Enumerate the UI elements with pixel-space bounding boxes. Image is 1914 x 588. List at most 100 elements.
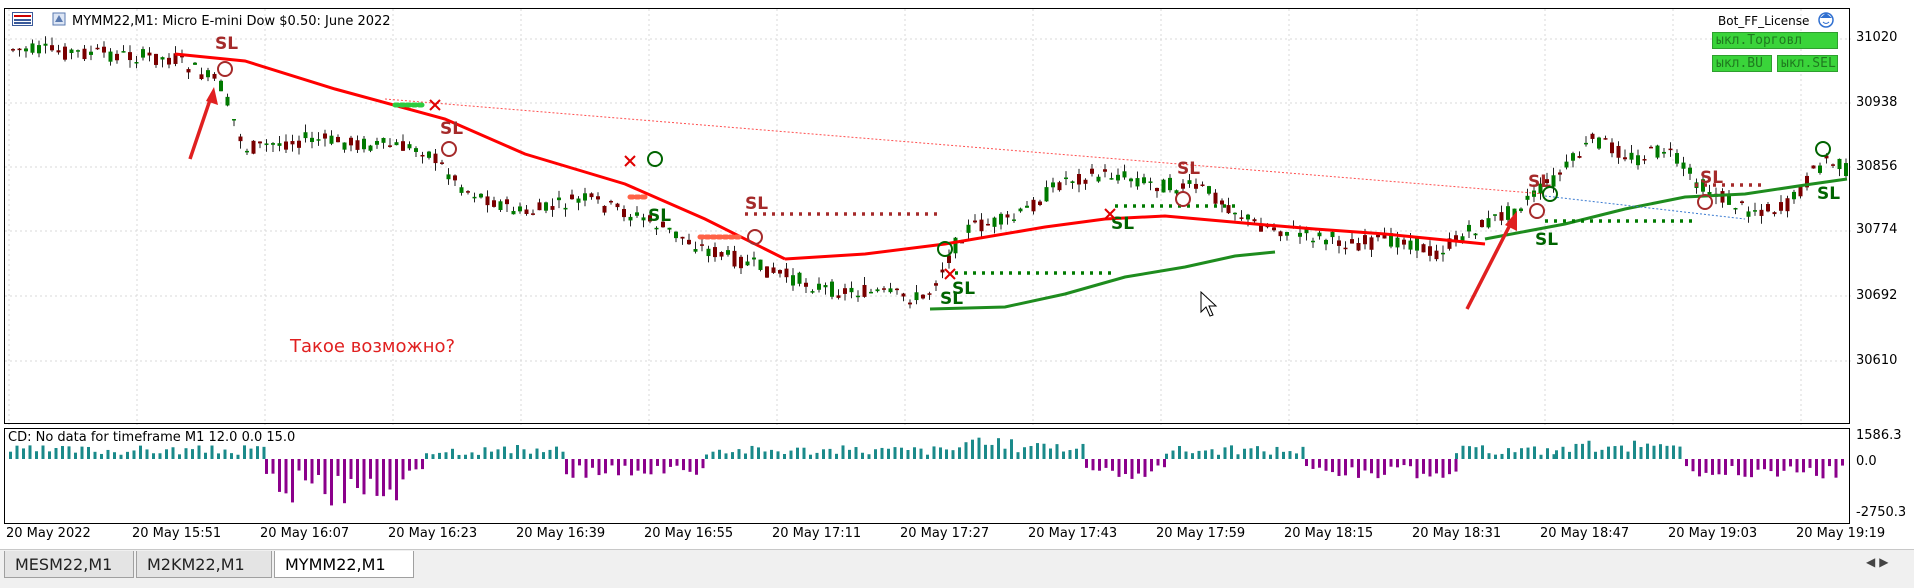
candle-body xyxy=(1707,191,1712,197)
cross-marker xyxy=(1104,208,1116,220)
candle-body xyxy=(1629,152,1634,160)
histogram-bar xyxy=(1533,446,1536,459)
candle-body xyxy=(1473,233,1478,236)
histogram-bar xyxy=(408,459,411,471)
histogram-bar xyxy=(1546,448,1549,459)
histogram-bar xyxy=(1474,447,1478,459)
scroll-left-icon[interactable]: ◀ xyxy=(1866,555,1880,569)
candle-body xyxy=(1558,172,1562,175)
candle-body xyxy=(446,174,451,180)
histogram-bar xyxy=(395,459,398,501)
candle-body xyxy=(1376,234,1380,238)
histogram-bar xyxy=(1717,459,1721,475)
candle-body xyxy=(908,302,912,305)
candle-body xyxy=(804,282,808,287)
candle-body xyxy=(76,50,80,52)
candle-body xyxy=(433,153,438,164)
histogram-bar xyxy=(1402,459,1406,466)
price-label: 30692 xyxy=(1856,288,1898,303)
candle-body xyxy=(778,270,782,274)
candle-body xyxy=(615,203,620,208)
indicator-panel[interactable] xyxy=(4,428,1850,524)
histogram-bar xyxy=(1081,443,1085,459)
histogram-bar xyxy=(382,459,385,497)
histogram-bar xyxy=(1331,459,1334,473)
histogram-bar xyxy=(1828,459,1831,467)
histogram-bar xyxy=(841,445,845,459)
histogram-bar xyxy=(80,446,84,459)
histogram-bar xyxy=(578,459,581,466)
candle-body xyxy=(1824,155,1829,159)
candle-body xyxy=(212,73,217,79)
sl-label-red: SL xyxy=(745,194,768,214)
histogram-bar xyxy=(809,454,812,459)
histogram-bar xyxy=(343,459,346,504)
price-label: 30856 xyxy=(1856,159,1898,174)
main-chart-panel[interactable]: SL SL SL SL SL SL SL SL SL SL SL SL xyxy=(4,8,1851,425)
time-label: 20 May 17:27 xyxy=(900,526,990,541)
candle-body xyxy=(453,175,457,181)
candle-body xyxy=(167,57,171,65)
histogram-bar xyxy=(265,459,268,474)
candle-body xyxy=(95,47,100,50)
candle-body xyxy=(258,141,262,144)
candle-body xyxy=(1213,192,1218,204)
ea-buy-toggle-button[interactable]: ыкл.BU xyxy=(1712,55,1772,72)
histogram-bar xyxy=(926,454,929,459)
sl-label-red: SL xyxy=(440,119,463,139)
candle-body xyxy=(1272,227,1276,231)
histogram-bar xyxy=(496,449,500,459)
histogram-bar xyxy=(675,459,679,466)
histogram-bar xyxy=(470,452,474,459)
ma-red-line xyxy=(784,214,1486,261)
candle-body xyxy=(1766,204,1770,212)
time-label: 20 May 2022 xyxy=(6,526,91,541)
tab-m2km22[interactable]: M2KM22,M1 xyxy=(136,551,272,578)
candle-body xyxy=(1701,179,1705,192)
candle-body xyxy=(1174,190,1179,194)
candle-body xyxy=(1798,186,1803,197)
candle-body xyxy=(1057,182,1062,191)
candle-body xyxy=(128,52,132,61)
tab-mymm22[interactable]: MYMM22,M1 xyxy=(274,551,414,578)
histogram-bar xyxy=(100,453,103,459)
candle-body xyxy=(1116,174,1120,181)
annotation-text: Такое возможно? xyxy=(290,336,456,357)
candle-body xyxy=(628,216,633,221)
candle-body xyxy=(797,272,802,284)
candle-body xyxy=(1623,157,1627,160)
candle-body xyxy=(758,259,763,270)
candle-body xyxy=(1077,174,1081,185)
time-label: 20 May 18:47 xyxy=(1540,526,1630,541)
candle-body xyxy=(895,288,899,291)
histogram-bar xyxy=(610,459,614,466)
scroll-right-icon[interactable]: ▶ xyxy=(1879,555,1893,569)
histogram-bar xyxy=(1613,446,1617,459)
candle-body xyxy=(524,209,529,214)
histogram-bar xyxy=(763,451,767,459)
histogram-bar xyxy=(1607,446,1610,459)
candle-body xyxy=(459,187,464,193)
histogram-bar xyxy=(15,445,19,459)
histogram-bar xyxy=(444,452,448,459)
histogram-bar xyxy=(87,446,90,459)
histogram-bar xyxy=(1165,453,1168,459)
annotation-arrow xyxy=(1465,218,1515,310)
sl-label-red: SL xyxy=(1700,168,1723,188)
candle-body xyxy=(999,213,1003,225)
chart-window-icon[interactable] xyxy=(12,12,34,30)
candle-body xyxy=(1343,247,1348,250)
candle-body xyxy=(1454,235,1458,243)
histogram-bar xyxy=(1552,454,1556,459)
candle-body xyxy=(1733,208,1738,210)
histogram-bar xyxy=(425,453,428,459)
ea-trade-toggle-button[interactable]: ыкл.Торговл xyxy=(1712,32,1838,49)
candle-body xyxy=(1525,195,1530,200)
ea-sell-toggle-button[interactable]: ыкл.SEL xyxy=(1777,55,1838,72)
tab-mesm22[interactable]: MESM22,M1 xyxy=(4,551,134,578)
candle-body xyxy=(43,43,48,46)
histogram-bar xyxy=(529,453,532,459)
histogram-bar xyxy=(369,459,372,479)
histogram-bar xyxy=(887,448,890,459)
histogram-bar xyxy=(1743,459,1747,477)
